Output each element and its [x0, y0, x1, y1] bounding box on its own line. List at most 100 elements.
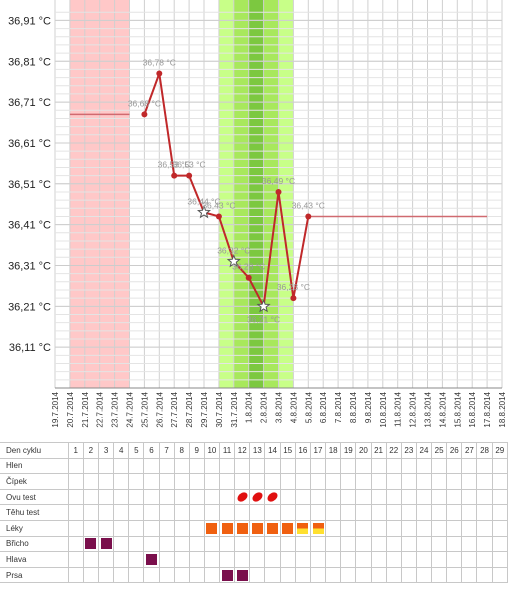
temperature-chart: 36,91 °C 36,81 °C 36,71 °C 36,61 °C 36,51 °C…: [8, 0, 507, 428]
table-cell: [461, 504, 478, 521]
table-cell: [431, 504, 448, 521]
table-cell: [264, 566, 281, 584]
table-cell: [203, 488, 220, 506]
table-cell: [173, 551, 190, 568]
table-cell: [325, 535, 342, 553]
table-cell: [325, 488, 342, 506]
point-label: 36,49 °C: [262, 176, 295, 186]
table-cell: [309, 488, 327, 506]
point-star: [196, 205, 212, 219]
temperature-series: 36,68 °C 36,78 °C 36,53 °C36,53 °C 36,44 °C…: [128, 58, 325, 325]
table-cell: [294, 519, 311, 537]
table-cell: [218, 504, 236, 521]
marker-orange: [236, 522, 248, 534]
table-cell: [67, 519, 84, 537]
x-tick-label: 29.7.2014: [200, 391, 209, 427]
table-cell: [294, 551, 311, 568]
table-cell: [249, 504, 266, 521]
table-cell: [173, 457, 190, 475]
day-number: 21: [370, 442, 387, 459]
table-cell: [279, 566, 296, 584]
chart-grid: [54, 0, 503, 389]
table-cell: [264, 519, 281, 537]
table-cell: [203, 473, 220, 490]
point-dot: [215, 213, 222, 220]
table-cell: [158, 488, 175, 506]
table-cell: [97, 504, 115, 521]
table-cell: [385, 551, 402, 568]
table-cell: [370, 488, 387, 506]
x-tick-label: 6.8.2014: [319, 391, 328, 423]
table-cell: [400, 504, 417, 521]
table-cell: [279, 504, 296, 521]
x-tick-label: 28.7.2014: [185, 391, 194, 427]
table-cell: [113, 504, 130, 521]
day-number: 9: [188, 442, 205, 459]
point-label: 36,43 °C: [292, 200, 325, 210]
x-tick-label: 20.7.2014: [66, 391, 75, 427]
table-cell: [249, 566, 266, 584]
table-cell: [82, 566, 99, 584]
table-cell: [143, 473, 160, 490]
table-cell: [113, 535, 130, 553]
day-number: 8: [173, 442, 190, 459]
marker-orange: [221, 522, 233, 534]
table-cell: [279, 473, 296, 490]
table-cell: [203, 551, 220, 568]
table-row: Těhu test: [0, 504, 508, 521]
x-tick-label: 21.7.2014: [81, 391, 90, 427]
table-cell: [461, 535, 478, 553]
table-cell: [218, 566, 236, 584]
point-label: 36,32 °C: [217, 245, 250, 255]
day-number: 12: [234, 442, 251, 459]
row-label: Hlava: [0, 551, 69, 568]
table-row: Hlen: [0, 457, 508, 475]
cycle-table: Den cyklu 1 2 3 4 5 6 7 8 9 10 11 12 13 14 15 16 17 18 19 20…: [0, 442, 508, 584]
table-cell: [279, 457, 296, 475]
day-number: 14: [264, 442, 281, 459]
table-cell: [400, 473, 417, 490]
point-label: 36,53 °C: [173, 160, 206, 170]
x-tick-label: 24.7.2014: [126, 391, 135, 427]
table-cell: [279, 535, 296, 553]
table-cell: [264, 504, 281, 521]
table-cell: [294, 535, 311, 553]
table-cell: [446, 566, 463, 584]
table-cell: [476, 566, 493, 584]
table-cell: [264, 457, 281, 475]
table-cell: [370, 535, 387, 553]
table-cell: [188, 488, 205, 506]
table-cell: [264, 488, 281, 506]
table-cell: [415, 551, 433, 568]
table-cell: [446, 488, 463, 506]
table-cell: [279, 488, 296, 506]
table-cell: [234, 488, 251, 506]
table-cell: [476, 535, 493, 553]
marker-orange: [267, 522, 279, 534]
table-cell: [234, 473, 251, 490]
table-cell: [446, 473, 463, 490]
y-tick-label: 36,91 °C: [8, 15, 51, 27]
table-cell: [82, 535, 99, 553]
table-cell: [158, 519, 175, 537]
table-cell: [385, 535, 402, 553]
table-cell: [128, 473, 145, 490]
table-cell: [491, 535, 508, 553]
point-label: 36,68 °C: [128, 98, 161, 108]
y-tick-label: 36,41 °C: [8, 220, 51, 232]
point-star: [226, 254, 241, 268]
table-cell: [158, 551, 175, 568]
table-cell: [325, 551, 342, 568]
marker-orange: [206, 522, 218, 534]
table-cell: [158, 457, 175, 475]
point-label: 36,28 °C: [232, 262, 265, 272]
table-cell: [264, 473, 281, 490]
table-cell: [355, 457, 372, 475]
x-tick-label: 11.8.2014: [394, 391, 403, 427]
table-cell: [446, 519, 463, 537]
day-number: 10: [203, 442, 220, 459]
table-cell: [67, 504, 84, 521]
table-cell: [400, 566, 417, 584]
table-cell: [340, 566, 357, 584]
table-cell: [400, 535, 417, 553]
